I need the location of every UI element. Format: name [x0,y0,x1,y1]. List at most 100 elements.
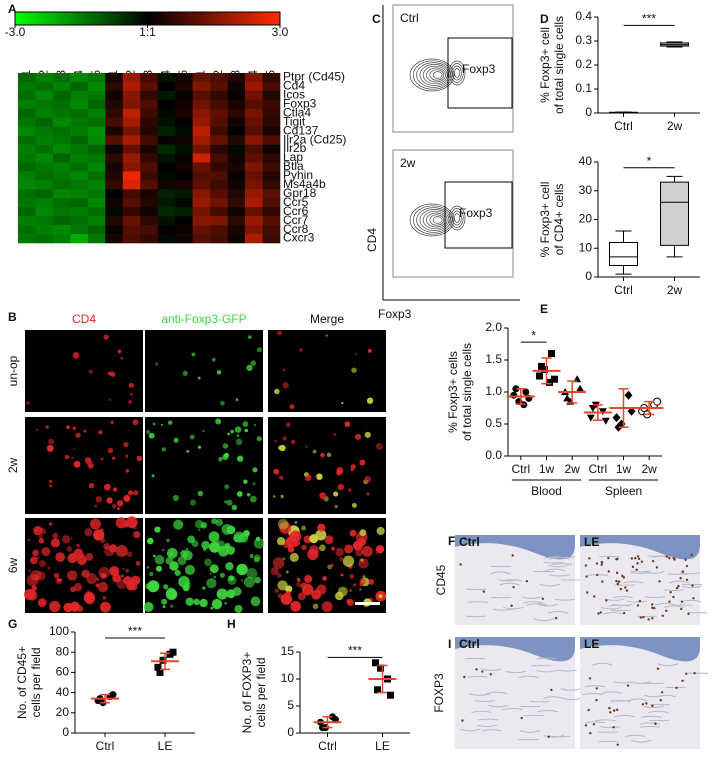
heatmap-cell [105,189,124,199]
stained-cell [675,686,678,690]
heatmap-cell [105,90,124,101]
heatmap-cell [262,99,281,110]
heatmap-cell [87,234,106,244]
heatmap-cell [35,225,54,235]
cell [236,491,243,497]
stained-cell [637,557,641,561]
y-tick-label: 80 [56,644,70,658]
row-label: Ms4a4b [283,177,326,191]
heatmap-cell [70,171,89,181]
x-tick-label: Ctrl [614,283,633,297]
stained-cell [622,576,626,579]
contour [450,208,464,228]
heatmap-cell [175,81,193,92]
dot [576,384,585,392]
cell [242,530,250,538]
heatmap-cell [210,216,228,226]
fiber [585,721,606,724]
cell [277,572,282,578]
heatmap-cell [105,198,124,208]
cell [55,552,66,562]
panel-label: H [227,617,236,631]
stained-cell [677,584,680,588]
heatmap-cell [35,189,54,199]
cell [294,521,298,524]
dot [653,397,662,406]
panel-label: A [8,2,17,16]
stained-cell [668,600,671,603]
group-label: LE [584,637,599,651]
stained-cell [615,708,619,712]
stained-cell [634,557,637,560]
heatmap-cell [105,135,124,145]
cell [100,457,104,461]
dot [563,394,572,402]
cell [125,468,130,473]
group-label: Ctrl [459,637,480,651]
heatmap-cell [87,90,106,101]
x-tick-label: Ctrl [318,739,337,753]
stained-cell [651,616,654,620]
cell [274,439,278,443]
heatmap-cell [245,153,263,163]
cell [216,588,228,600]
heatmap-cell [105,99,124,110]
cell [37,598,47,608]
cell [161,598,168,605]
cell [187,535,195,544]
cell [88,369,93,374]
fiber [549,557,570,560]
cell [189,434,195,440]
fiber [498,579,519,582]
row-label: Tigit [283,114,306,128]
heatmap-cell [87,135,106,145]
cell [280,494,284,499]
cell [256,347,263,353]
fiber [584,685,606,688]
heatmap-cell [262,108,281,119]
cell [368,578,375,585]
fiber [502,708,523,711]
cell [166,547,178,559]
cell [152,422,156,426]
fiber [521,596,542,600]
cell [30,569,42,581]
cell [307,548,319,561]
contour [454,213,460,223]
stained-cell [588,677,592,680]
cell [64,454,70,460]
cell [337,586,348,597]
cell [249,553,254,558]
heatmap-cell [245,216,263,226]
heatmap-cell [262,90,281,101]
cell [292,541,298,548]
heatmap-cell [52,171,71,181]
stained-cell [587,708,590,712]
cell [110,420,114,425]
cell [26,401,30,405]
heatmap-cell [175,73,193,83]
stained-cell [631,565,635,569]
heatmap-cell [35,81,54,92]
fiber [505,670,526,674]
heatmap-cell [140,108,159,119]
contour [422,210,448,230]
cell [61,535,71,544]
heatmap-cell [122,99,141,110]
fiber [641,715,662,718]
cell [354,433,362,440]
heatmap-cell [245,135,263,145]
cell [375,442,383,450]
heatmap-cell [175,207,193,217]
stained-cell [685,578,689,582]
heatmap-cell [175,198,193,208]
heatmap-cell [70,180,89,190]
fiber [471,710,492,713]
contour [412,205,453,235]
y-tick-label: 1.5 [485,352,502,366]
heatmap-cell [140,234,159,244]
heatmap-cell [175,216,193,226]
cell [221,523,233,535]
cell [133,490,139,496]
fiber [492,608,513,611]
